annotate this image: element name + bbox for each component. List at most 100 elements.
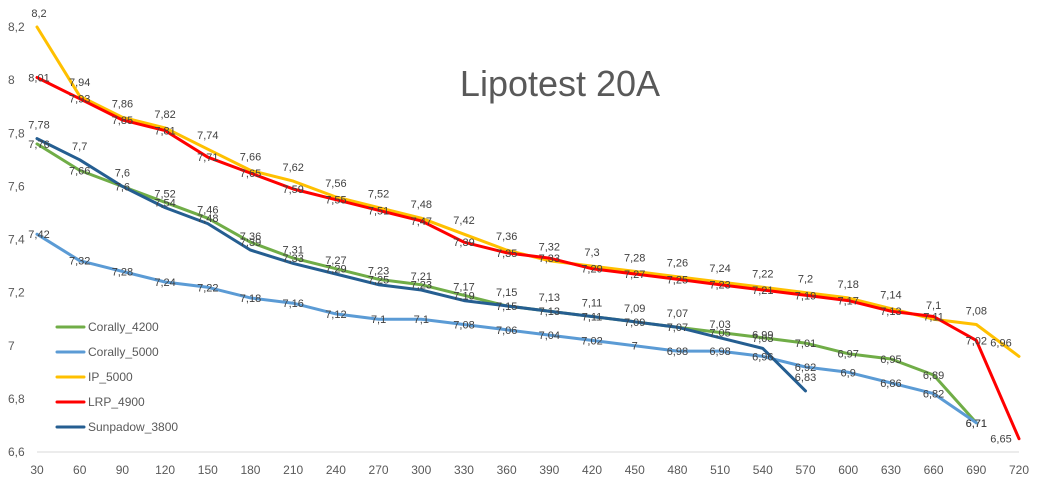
data-label: 7,13 (539, 306, 560, 318)
y-tick-label: 6,8 (8, 392, 25, 406)
legend-label: Sunpadow_3800 (88, 420, 178, 434)
data-label: 7,47 (411, 216, 432, 228)
data-label: 7,65 (240, 168, 261, 180)
data-label: 7,14 (880, 290, 901, 302)
data-label: 7,21 (752, 285, 773, 297)
data-label: 6,99 (752, 329, 773, 341)
data-labels: 7,767,667,67,547,487,397,337,297,25 7,237… (28, 8, 1011, 446)
data-label: 7,15 (496, 301, 517, 313)
data-label: 7,51 (368, 205, 389, 217)
data-label: 7,42 (453, 215, 474, 227)
legend-label: Corally_4200 (88, 320, 159, 334)
data-label: 7,55 (325, 195, 346, 207)
data-label: 7,25 (667, 274, 688, 286)
data-label: 7,48 (197, 213, 218, 225)
axes: 6,6 6,8 7 7,2 7,4 7,6 7,8 8 8,2 30 60 90 120 150 180 21… (8, 20, 1029, 477)
data-label: 7,18 (240, 293, 261, 305)
data-label: 7,6 (115, 181, 130, 193)
x-tick-label: 600 (838, 463, 858, 477)
data-label: 7,28 (624, 252, 645, 264)
series-line-lrp_4900 (35, 76, 1021, 441)
data-label: 6,96 (752, 351, 773, 363)
data-label: 7,54 (154, 197, 175, 209)
legend-label: LRP_4900 (88, 395, 145, 409)
data-label: 7,93 (69, 94, 90, 106)
data-label: 7,04 (539, 330, 560, 342)
x-tick-label: 480 (667, 463, 687, 477)
data-label: 6,65 (990, 434, 1011, 446)
data-label: 7,35 (496, 248, 517, 260)
data-label: 6,98 (709, 346, 730, 358)
data-label: 7,11 (582, 298, 603, 310)
data-label: 7,13 (880, 306, 901, 318)
x-tick-label: 420 (582, 463, 602, 477)
x-tick-label: 450 (625, 463, 645, 477)
data-label: 7,39 (240, 237, 261, 249)
data-label: 7,24 (154, 277, 175, 289)
data-label: 7,22 (197, 282, 218, 294)
data-label: 6,89 (923, 370, 944, 382)
data-label: 7,24 (709, 263, 730, 275)
data-label: 7,23 (411, 280, 432, 292)
data-label: 7,48 (411, 199, 432, 211)
legend-label: IP_5000 (88, 370, 133, 384)
x-tick-label: 90 (116, 463, 130, 477)
data-label: 7,66 (69, 165, 90, 177)
data-label: 7,32 (69, 256, 90, 268)
data-label: 7,2 (798, 274, 813, 286)
data-label: 7,07 (667, 322, 688, 334)
data-label: 6,86 (880, 378, 901, 390)
data-label: 7,25 (368, 274, 389, 286)
y-tick-label: 8 (8, 73, 15, 87)
y-tick-label: 7,8 (8, 126, 25, 140)
x-tick-label: 330 (454, 463, 474, 477)
data-label: 7,12 (325, 309, 346, 321)
data-label: 7,27 (624, 269, 645, 281)
series-line-sunpadow_3800 (35, 137, 807, 393)
data-label: 7,33 (282, 253, 303, 265)
y-tick-label: 8,2 (8, 20, 25, 34)
x-tick-label: 720 (1009, 463, 1029, 477)
data-label: 7,26 (667, 258, 688, 270)
data-label: 7,94 (69, 77, 90, 89)
data-label: 7,21 (411, 271, 432, 283)
data-label: 7,36 (496, 231, 517, 243)
data-label: 7,32 (539, 242, 560, 254)
data-label: 7,1 (414, 314, 429, 326)
data-label: 7,18 (837, 279, 858, 291)
y-tick-label: 7,4 (8, 233, 25, 247)
data-label: 7,29 (581, 264, 602, 276)
data-label: 7,27 (325, 255, 346, 267)
data-label: 7,62 (282, 162, 303, 174)
data-label: 7,13 (539, 292, 560, 304)
data-label: 7,31 (282, 244, 303, 256)
data-label: 6,97 (837, 349, 858, 361)
data-label: 7,28 (112, 266, 133, 278)
data-label: 6,96 (990, 337, 1011, 349)
data-label: 7,52 (154, 189, 175, 201)
x-tick-label: 690 (966, 463, 986, 477)
data-label: 7,29 (325, 264, 346, 276)
data-label: 7,02 (966, 335, 987, 347)
data-label: 7,05 (709, 328, 730, 340)
data-label: 7,86 (112, 98, 133, 110)
data-label: 6,82 (923, 389, 944, 401)
data-label: 7,52 (368, 189, 389, 201)
data-label: 6,98 (667, 346, 688, 358)
data-label: 7,22 (752, 268, 773, 280)
data-label: 7,6 (115, 167, 130, 179)
data-label: 7,09 (624, 303, 645, 315)
data-label: 7,15 (496, 287, 517, 299)
data-label: 6,9 (841, 367, 856, 379)
data-label: 7,81 (154, 126, 175, 138)
data-label: 7,11 (923, 312, 944, 324)
x-tick-label: 300 (411, 463, 431, 477)
data-label: 7,11 (582, 312, 603, 324)
data-label: 7,23 (368, 266, 389, 278)
y-tick-label: 6,6 (8, 445, 25, 459)
legend: Corally_4200 Corally_5000 IP_5000 LRP_4900 S… (55, 320, 178, 434)
data-label: 7,82 (154, 109, 175, 121)
data-label: 7,08 (966, 306, 987, 318)
x-tick-label: 210 (283, 463, 303, 477)
